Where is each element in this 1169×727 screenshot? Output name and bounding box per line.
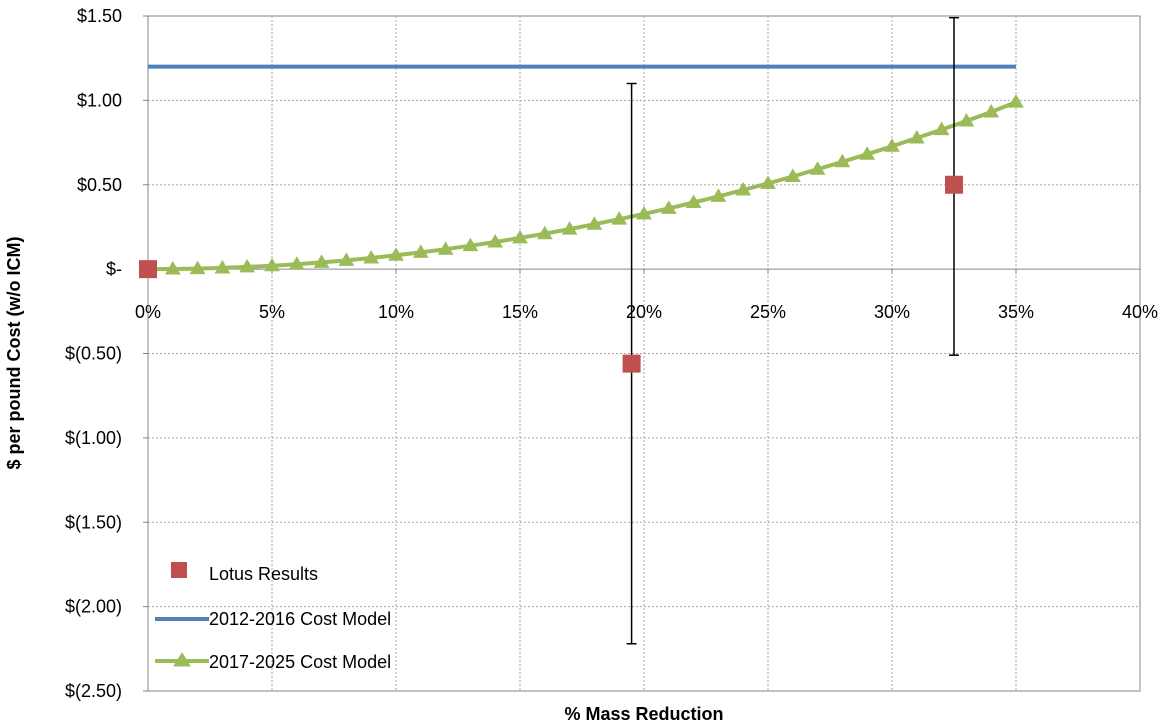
- triangle-marker: [735, 181, 752, 196]
- x-axis-title: % Mass Reduction: [564, 704, 723, 724]
- triangle-marker: [437, 241, 454, 255]
- triangle-marker: [164, 260, 181, 275]
- triangle-marker: [834, 153, 851, 168]
- series-layer: [139, 16, 1024, 645]
- triangle-marker: [189, 260, 206, 275]
- y-tick-label: $(2.00): [65, 597, 122, 617]
- triangle-marker: [983, 104, 1000, 118]
- triangle-marker: [933, 121, 950, 136]
- triangle-marker: [512, 229, 528, 244]
- triangle-marker: [288, 256, 305, 270]
- triangle-marker: [784, 168, 801, 182]
- triangle-marker: [338, 252, 355, 266]
- triangle-marker: [1008, 94, 1024, 108]
- y-tick-label: $0.50: [77, 175, 122, 195]
- triangle-marker: [536, 225, 553, 240]
- triangle-marker: [586, 216, 603, 230]
- x-axis-ticks: 0% 5% 10% 15% 20% 25% 30% 35% 40%: [135, 269, 1158, 322]
- triangle-marker: [636, 205, 652, 220]
- y-tick-label: $1.50: [77, 6, 122, 26]
- triangle-marker: [214, 259, 231, 274]
- triangle-marker: [611, 211, 628, 225]
- x-tick-label: 15%: [502, 302, 538, 322]
- x-tick-label: 35%: [998, 302, 1034, 322]
- y-tick-label: $(2.50): [65, 681, 122, 701]
- y-axis-title: $ per pound Cost (w/o ICM): [4, 237, 24, 470]
- square-marker: [945, 175, 963, 194]
- triangle-marker: [412, 244, 429, 258]
- triangle-marker: [239, 258, 256, 273]
- legend: Lotus Results 2012-2016 Cost Model 2017-20…: [155, 562, 391, 672]
- triangle-marker: [710, 188, 727, 202]
- triangle-marker: [859, 146, 876, 160]
- triangle-marker: [561, 221, 578, 235]
- y-tick-label: $(1.00): [65, 428, 122, 448]
- x-tick-label: 10%: [378, 302, 414, 322]
- y-tick-label: $(1.50): [65, 512, 122, 532]
- triangle-marker: [908, 130, 925, 144]
- triangle-marker: [660, 200, 677, 214]
- triangle-marker: [363, 249, 380, 264]
- x-tick-label: 5%: [259, 302, 285, 322]
- x-tick-label: 20%: [626, 302, 662, 322]
- triangle-marker: [388, 247, 404, 261]
- square-marker: [139, 260, 157, 279]
- triangle-marker: [809, 161, 826, 175]
- triangle-marker: [685, 194, 702, 208]
- y-tick-label: $(0.50): [65, 344, 122, 364]
- y-axis-ticks: $1.50 $1.00 $0.50 $- $(0.50) $(1.00) $(1.50) $(…: [65, 6, 148, 701]
- triangle-marker: [487, 233, 504, 248]
- triangle-marker: [884, 138, 900, 152]
- legend-label-2012-2016: 2012-2016 Cost Model: [209, 609, 391, 629]
- x-tick-label: 25%: [750, 302, 786, 322]
- y-tick-label: $-: [106, 259, 122, 279]
- triangle-marker: [958, 112, 975, 127]
- x-tick-label: 30%: [874, 302, 910, 322]
- legend-marker-lotus: [171, 562, 187, 578]
- legend-label-2017-2025: 2017-2025 Cost Model: [209, 652, 391, 672]
- legend-label-lotus: Lotus Results: [209, 564, 318, 584]
- x-tick-label: 0%: [135, 302, 161, 322]
- legend-marker-triangle: [173, 652, 191, 667]
- triangle-marker: [313, 254, 330, 268]
- triangle-marker: [462, 237, 479, 252]
- gridlines: [148, 16, 1140, 691]
- square-marker: [622, 354, 641, 373]
- triangle-marker: [760, 175, 776, 189]
- x-tick-label: 40%: [1122, 302, 1158, 322]
- y-tick-label: $1.00: [77, 90, 122, 110]
- triangle-marker: [264, 257, 280, 272]
